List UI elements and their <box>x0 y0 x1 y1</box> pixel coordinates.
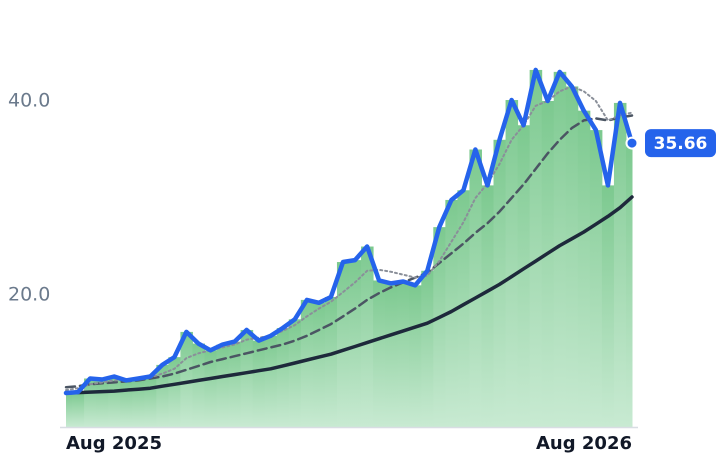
area-column <box>433 227 446 427</box>
area-column <box>349 260 362 427</box>
area-column <box>385 283 398 427</box>
area-column <box>132 378 145 427</box>
area-column <box>457 190 470 427</box>
area-column <box>613 102 627 428</box>
area-column <box>625 143 633 427</box>
area-column <box>264 335 278 427</box>
area-column <box>180 331 193 427</box>
y-tick-label: 40.0 <box>8 89 50 111</box>
area-column <box>276 328 290 427</box>
area-column <box>565 86 579 427</box>
area-column <box>240 329 254 427</box>
series-line <box>64 114 634 389</box>
area-column <box>252 340 266 427</box>
area-column <box>216 344 230 427</box>
area-column <box>324 296 338 427</box>
area-column <box>192 343 205 427</box>
area-column <box>312 302 326 427</box>
area-column <box>96 379 109 427</box>
area-column <box>577 110 591 427</box>
series-line <box>64 195 634 395</box>
area-column <box>373 280 386 427</box>
area-column <box>397 281 410 427</box>
area-column <box>481 185 495 427</box>
area-column <box>144 376 157 427</box>
area-column <box>300 299 314 427</box>
area-column <box>336 262 350 427</box>
area-column <box>66 393 73 427</box>
area-column <box>469 149 482 427</box>
area-column <box>421 270 434 427</box>
area-column <box>108 376 121 427</box>
area-column <box>601 185 615 427</box>
area-column <box>553 71 567 428</box>
x-tick-label: Aug 2025 <box>66 433 162 454</box>
y-tick-label: 20.0 <box>8 284 50 306</box>
last-value-badge <box>645 129 716 158</box>
area-column <box>288 319 302 427</box>
series-line <box>63 67 635 396</box>
area-column <box>541 100 555 428</box>
last-point <box>625 136 639 150</box>
series-line <box>65 85 633 392</box>
area-column <box>589 130 603 427</box>
area-column <box>529 69 543 427</box>
x-tick-label: Aug 2026 <box>536 433 632 454</box>
area-column <box>156 364 169 427</box>
area-column <box>517 125 531 428</box>
area-column <box>120 380 133 427</box>
area-column <box>72 392 85 427</box>
last-value-label: 35.66 <box>654 134 708 154</box>
area-column <box>505 100 519 428</box>
area-column <box>204 350 218 427</box>
area-column <box>361 246 374 427</box>
area-column <box>228 341 242 427</box>
area-column <box>409 285 422 427</box>
